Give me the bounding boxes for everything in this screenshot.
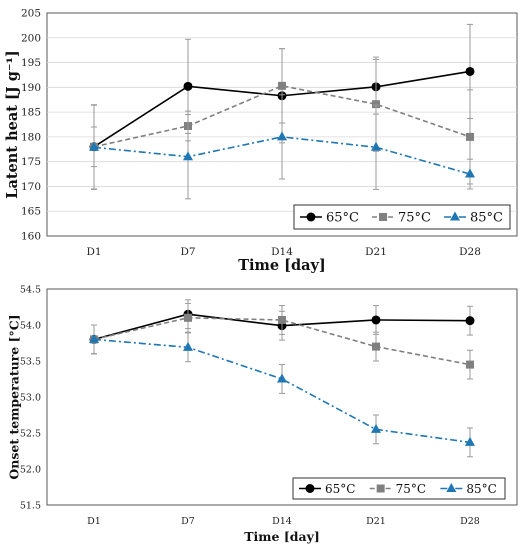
data-point xyxy=(371,141,381,151)
data-point xyxy=(371,315,381,325)
x-tick-label: D21 xyxy=(365,246,387,258)
data-point xyxy=(371,423,381,433)
y-tick-label: 51.5 xyxy=(20,501,41,512)
data-point xyxy=(465,168,475,178)
legend-label: 75°C xyxy=(398,211,431,226)
x-tick-label: D7 xyxy=(180,246,195,258)
onset-temperature-chart: 51.5 52.0 52.5 53.0 53.5 54.0 54.5 D1 D7 D14 D21 D2… xyxy=(7,285,518,544)
legend-marker xyxy=(306,212,316,222)
data-point xyxy=(277,373,287,383)
data-point xyxy=(277,131,287,141)
y-tick-label: 175 xyxy=(21,156,41,168)
x-tick-label: D14 xyxy=(272,516,292,527)
x-tick-label: D21 xyxy=(366,516,386,527)
data-point xyxy=(465,66,475,76)
data-point xyxy=(466,360,474,369)
y-tick-label: 185 xyxy=(21,107,41,119)
y-tick-label: 160 xyxy=(21,231,41,243)
plot-area xyxy=(46,12,518,237)
x-axis-title: Time [day] xyxy=(244,529,320,544)
y-axis-title: Latent heat [J g⁻¹] xyxy=(4,50,21,198)
series-3 xyxy=(89,94,475,200)
x-axis-title: Time [day] xyxy=(238,257,326,274)
series-3 xyxy=(89,324,475,458)
data-point xyxy=(372,100,380,109)
legend-box xyxy=(292,477,506,500)
data-point xyxy=(465,316,475,326)
x-tick-label: D1 xyxy=(87,516,101,527)
x-tick-label: D7 xyxy=(181,516,195,527)
legend-label: 65°C xyxy=(326,211,359,226)
data-point xyxy=(183,341,193,351)
data-point xyxy=(278,81,286,90)
data-point xyxy=(184,313,192,322)
y-tick-label: 54.0 xyxy=(20,321,41,332)
data-point xyxy=(89,333,99,343)
legend: 65°C 75°C 85°C xyxy=(292,477,506,500)
legend-marker xyxy=(376,484,385,493)
y-tick-label: 52.0 xyxy=(20,465,41,476)
x-tick-label: D14 xyxy=(271,246,293,258)
series-line xyxy=(93,316,471,366)
plot-area xyxy=(46,288,518,506)
latent-heat-chart: 160 165 170 175 180 185 190 195 200 205 D1 D7 D14 D21… xyxy=(4,8,518,274)
y-axis-title: Onset temperature [°C] xyxy=(7,314,22,479)
y-tick-label: 54.5 xyxy=(20,285,41,296)
data-point xyxy=(466,132,474,141)
y-tick-label: 205 xyxy=(21,8,41,20)
y-tick-label: 52.5 xyxy=(20,429,41,440)
legend-box xyxy=(293,204,511,230)
data-point xyxy=(465,436,475,446)
y-tick-label: 190 xyxy=(21,82,41,94)
x-tick-label: D28 xyxy=(460,516,480,527)
data-point xyxy=(372,342,380,351)
y-tick-label: 170 xyxy=(21,181,41,193)
series-2 xyxy=(90,302,474,380)
legend-marker xyxy=(450,211,460,221)
y-tick-label: 200 xyxy=(21,32,41,44)
y-tick-label: 165 xyxy=(21,206,41,218)
data-point xyxy=(89,141,99,151)
legend-label: 75°C xyxy=(396,482,426,496)
legend-label: 65°C xyxy=(325,482,355,496)
legend: 65°C 75°C 85°C xyxy=(293,204,511,230)
series-line xyxy=(93,85,471,148)
legend-marker xyxy=(379,213,387,221)
legend-marker xyxy=(446,483,457,492)
legend-label: 85°C xyxy=(470,211,503,226)
legend-marker xyxy=(305,484,315,493)
x-tick-label: D1 xyxy=(86,246,101,258)
y-tick-label: 195 xyxy=(21,57,41,69)
data-point xyxy=(183,151,193,161)
data-point xyxy=(183,81,193,91)
x-tick-label: D28 xyxy=(459,246,481,258)
legend-label: 85°C xyxy=(466,482,496,496)
y-tick-label: 53.0 xyxy=(20,393,41,404)
y-tick-label: 180 xyxy=(21,131,41,143)
y-tick-label: 53.5 xyxy=(20,357,41,368)
data-point xyxy=(278,315,286,324)
series-line xyxy=(93,338,471,444)
